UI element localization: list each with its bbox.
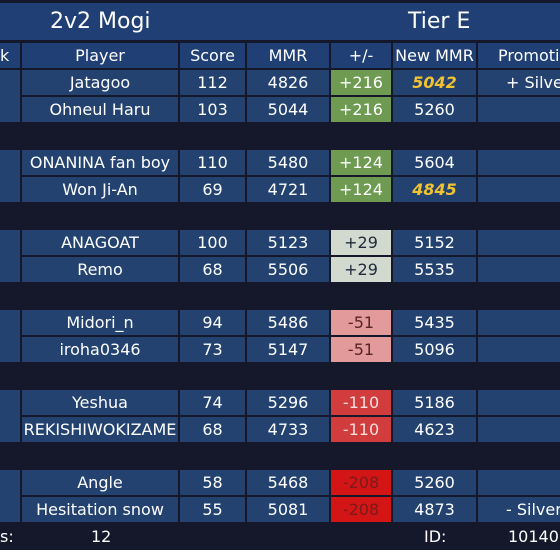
player-name-cell: Yeshua [22,390,178,415]
races-count: 12 [91,527,112,546]
new-mmr-cell: 5096 [393,337,476,362]
promotion-cell [478,150,560,175]
header-player: Player [22,43,178,68]
mmr-cell: 4721 [247,177,329,202]
player-name-cell: ANAGOAT [22,230,178,255]
score-cell: 55 [180,497,245,522]
mmr-delta-cell: +124 [331,150,391,175]
mmr-delta-cell: -110 [331,417,391,442]
score-cell: 58 [180,470,245,495]
team-rank-cell [0,230,20,282]
player-name-cell: Remo [22,257,178,282]
team-rank-cell [0,310,20,362]
team-rank-cell [0,470,20,522]
mmr-delta-cell: -208 [331,470,391,495]
mmr-delta-cell: -51 [331,337,391,362]
player-name-cell: Won Ji-An [22,177,178,202]
score-cell: 94 [180,310,245,335]
mmr-delta-cell: -51 [331,310,391,335]
mmr-cell: 5468 [247,470,329,495]
promotion-cell [478,97,560,122]
new-mmr-cell: 5260 [393,470,476,495]
score-cell: 68 [180,257,245,282]
table-id-label: ID: [424,527,447,546]
promotion-cell [478,177,560,202]
promotion-cell [478,310,560,335]
team-rank-cell [0,150,20,202]
new-mmr-cell: 4873 [393,497,476,522]
header-promotion: Promotio [478,43,560,68]
promotion-cell [478,417,560,442]
player-name-cell: Jatagoo [22,70,178,95]
mogi-title: 2v2 Mogi [50,9,151,34]
player-name-cell: REKISHIWOKIZAME [22,417,178,442]
new-mmr-cell: 5604 [393,150,476,175]
promotion-cell [478,390,560,415]
mmr-cell: 4733 [247,417,329,442]
promotion-cell: - Silver [478,497,560,522]
promotion-cell [478,230,560,255]
mmr-cell: 5081 [247,497,329,522]
mmr-cell: 5506 [247,257,329,282]
promotion-cell [478,470,560,495]
mmr-cell: 5480 [247,150,329,175]
score-cell: 68 [180,417,245,442]
races-label: s: [0,527,14,546]
tier-label: Tier E [408,9,471,34]
new-mmr-cell: 5042 [393,70,476,95]
new-mmr-cell: 4845 [393,177,476,202]
score-cell: 74 [180,390,245,415]
promotion-cell [478,257,560,282]
table-id-value: 101403 [508,527,560,546]
team-rank-cell [0,70,20,122]
promotion-cell [478,337,560,362]
mmr-cell: 5296 [247,390,329,415]
score-cell: 73 [180,337,245,362]
score-cell: 112 [180,70,245,95]
new-mmr-cell: 5186 [393,390,476,415]
player-name-cell: ONANINA fan boy [22,150,178,175]
score-cell: 100 [180,230,245,255]
mmr-delta-cell: +124 [331,177,391,202]
mmr-cell: 5044 [247,97,329,122]
header-delta: +/- [331,43,391,68]
score-cell: 110 [180,150,245,175]
new-mmr-cell: 5435 [393,310,476,335]
player-name-cell: Angle [22,470,178,495]
new-mmr-cell: 5260 [393,97,476,122]
mmr-cell: 4826 [247,70,329,95]
mmr-cell: 5123 [247,230,329,255]
player-name-cell: Hesitation snow [22,497,178,522]
mmr-delta-cell: +29 [331,257,391,282]
title-bar: 2v2 Mogi Tier E [0,3,560,40]
mmr-delta-cell: +29 [331,230,391,255]
mmr-delta-cell: -208 [331,497,391,522]
player-name-cell: Midori_n [22,310,178,335]
header-mmr: MMR [247,43,329,68]
promotion-cell: + Silver [478,70,560,95]
team-rank-cell [0,390,20,442]
mmr-cell: 5486 [247,310,329,335]
new-mmr-cell: 5535 [393,257,476,282]
header-rank: k [0,43,20,68]
mmr-delta-cell: +216 [331,70,391,95]
player-name-cell: iroha0346 [22,337,178,362]
player-name-cell: Ohneul Haru [22,97,178,122]
new-mmr-cell: 5152 [393,230,476,255]
score-cell: 69 [180,177,245,202]
score-cell: 103 [180,97,245,122]
header-score: Score [180,43,245,68]
header-new-mmr: New MMR [393,43,476,68]
mmr-cell: 5147 [247,337,329,362]
new-mmr-cell: 4623 [393,417,476,442]
mmr-delta-cell: +216 [331,97,391,122]
mmr-delta-cell: -110 [331,390,391,415]
